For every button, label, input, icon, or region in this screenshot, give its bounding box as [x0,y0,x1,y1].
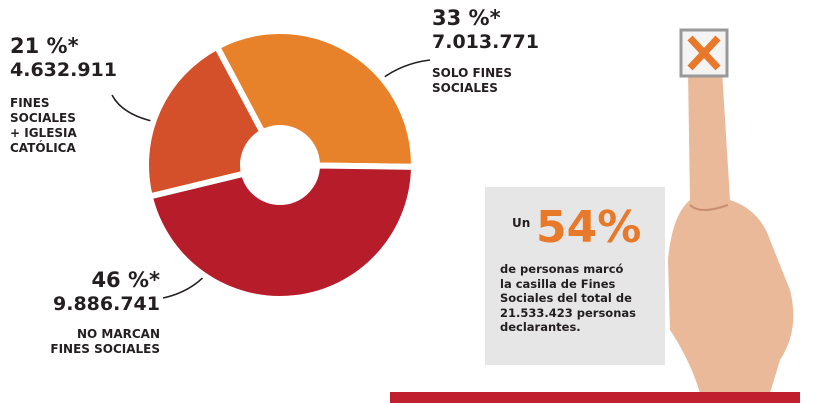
donut [143,28,418,302]
donut-segment [143,42,267,201]
hand-crease [689,204,729,211]
callout-figure: 54% [536,202,642,253]
callout-text: de personas marcó la casilla de Fines So… [500,262,636,334]
category-label: NO MARCAN FINES SOCIALES [50,327,160,356]
count-label: 9.886.741 [53,293,160,315]
count-label: 4.632.911 [10,59,117,81]
donut-segment [213,28,417,170]
callout-prefix: Un [512,216,531,230]
donut-segment [146,162,418,302]
red-bar [390,392,800,403]
count-label: 7.013.771 [432,31,539,53]
category-label: FINES SOCIALES + IGLESIA CATÓLICA [10,96,77,155]
value-label: 33 %* [432,6,501,30]
value-label: 46 %* [91,268,160,292]
hand [668,50,794,393]
check-x [687,35,721,71]
callout-box [485,187,665,365]
value-label: 21 %* [10,34,79,58]
category-label: SOLO FINES SOCIALES [432,66,512,95]
